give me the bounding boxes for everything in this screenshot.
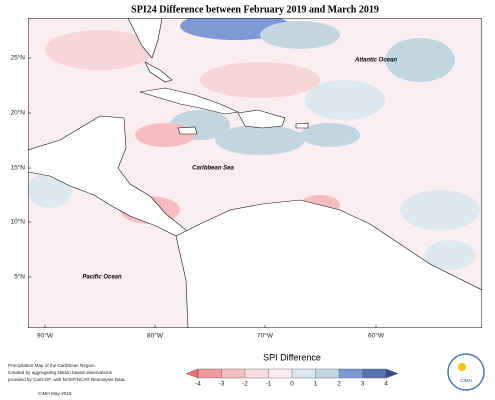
colorbar-label: -2 xyxy=(242,381,248,388)
colorbar-label: 0 xyxy=(290,381,294,388)
colorbar-label: -3 xyxy=(219,381,225,388)
logo xyxy=(447,353,485,391)
colorbar-cell xyxy=(362,369,386,378)
ocean-label: Caribbean Sea xyxy=(192,166,234,172)
lat-label: 15°N xyxy=(10,164,25,172)
colorbar-extend xyxy=(185,368,199,379)
lon-label: 80°W xyxy=(147,332,164,340)
colorbar-label: 2 xyxy=(337,381,341,388)
footnote: Precipitation Map of the Caribbean Regio… xyxy=(8,363,96,368)
colorbar-cell xyxy=(339,369,363,378)
lon-label: 60°W xyxy=(368,332,385,340)
ocean-label: Atlantic Ocean xyxy=(354,58,397,64)
map xyxy=(28,18,482,328)
lat-label: 10°N xyxy=(10,218,25,226)
colorbar-label: 3 xyxy=(361,381,365,388)
lat-label: 20°N xyxy=(10,109,25,117)
colorbar-cell xyxy=(292,369,316,378)
footnote: Created by aggregating station based obs… xyxy=(8,370,113,375)
colorbar-label: 1 xyxy=(314,381,318,388)
lon-label: 70°W xyxy=(257,332,274,340)
logo-text: CIMH xyxy=(460,378,472,383)
colorbar-label: 4 xyxy=(384,381,388,388)
colorbar-cell xyxy=(268,369,292,378)
colorbar-cell xyxy=(245,369,269,378)
colorbar-extend xyxy=(385,368,399,379)
title: SPI24 Difference between February 2019 a… xyxy=(131,4,379,15)
credit: CIMH May-2019 xyxy=(38,391,72,396)
colorbar-cell xyxy=(221,369,245,378)
footnote: provided by CariCOF, with NCEP/NCAR Rean… xyxy=(8,377,126,382)
logo-sun xyxy=(458,363,466,371)
ocean-label: Pacific Ocean xyxy=(82,275,122,281)
lon-label: 90°W xyxy=(37,332,54,340)
lat-label: 25°N xyxy=(10,54,25,62)
colorbar-title: SPI Difference xyxy=(263,352,321,362)
lat-label: 5°N xyxy=(14,273,25,281)
colorbar-cell xyxy=(315,369,339,378)
colorbar-cell xyxy=(198,369,222,378)
colorbar-label: -4 xyxy=(195,381,201,388)
colorbar-label: -1 xyxy=(266,381,272,388)
